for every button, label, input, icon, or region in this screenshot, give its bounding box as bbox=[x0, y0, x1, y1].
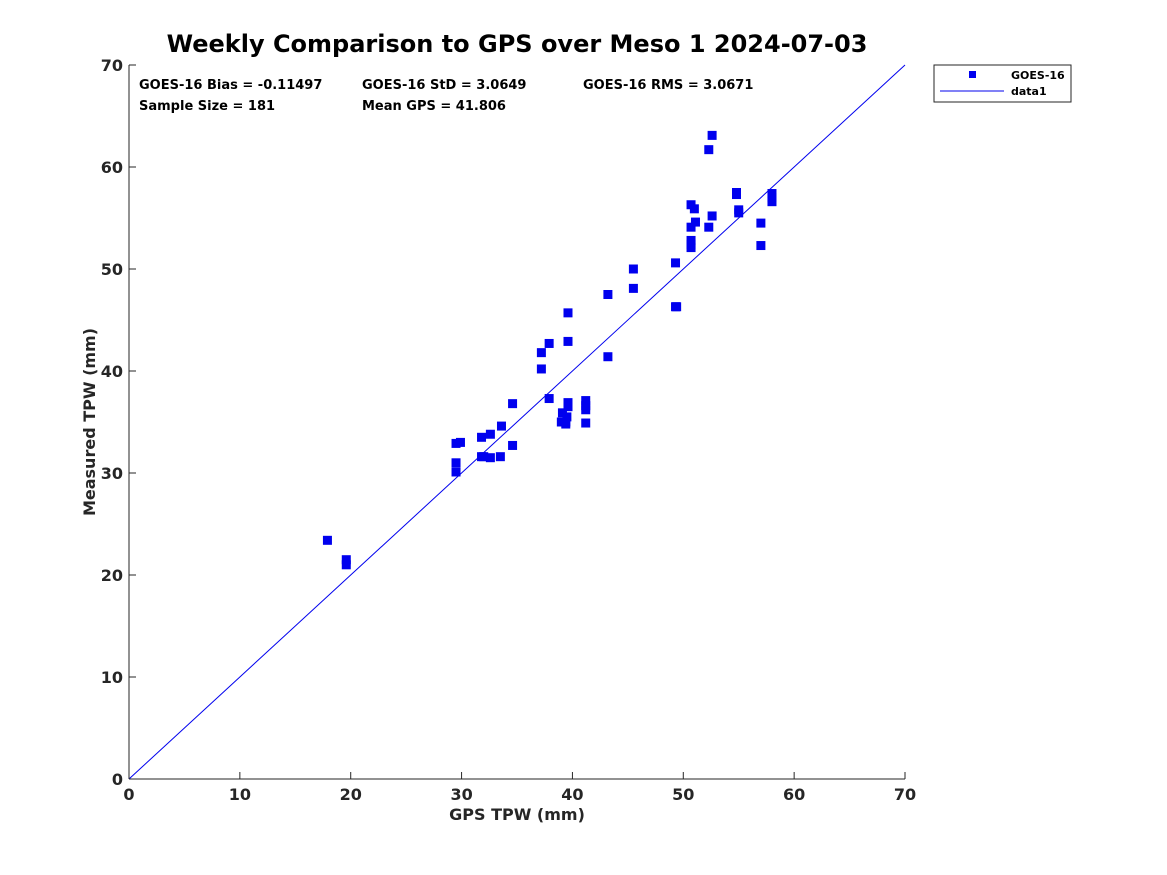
x-tick-label: 30 bbox=[450, 785, 472, 804]
chart-title: Weekly Comparison to GPS over Meso 1 202… bbox=[167, 30, 868, 58]
scatter-point bbox=[341, 555, 351, 565]
y-tick-label: 60 bbox=[101, 158, 123, 177]
scatter-point bbox=[485, 429, 495, 439]
scatter-point bbox=[477, 432, 487, 442]
scatter-point bbox=[508, 440, 518, 450]
scatter-point bbox=[603, 290, 613, 299]
scatter-point bbox=[603, 352, 613, 362]
scatter-point bbox=[508, 399, 518, 409]
y-tick-label: 10 bbox=[101, 668, 123, 687]
scatter-point bbox=[536, 348, 546, 358]
scatter-point bbox=[686, 243, 696, 253]
scatter-point bbox=[689, 204, 699, 214]
series-line-data1 bbox=[128, 64, 906, 780]
scatter-point bbox=[581, 396, 591, 406]
scatter-point bbox=[561, 419, 571, 429]
x-tick-label: 60 bbox=[783, 785, 805, 804]
scatter-point bbox=[671, 258, 681, 268]
legend-marker-goes16 bbox=[969, 71, 976, 78]
scatter-point bbox=[563, 308, 573, 318]
scatter-point bbox=[731, 190, 741, 200]
stats-annotations: GOES-16 Bias = -0.11497 GOES-16 StD = 3.… bbox=[139, 78, 753, 114]
scatter-point bbox=[756, 241, 766, 251]
x-tick-label: 10 bbox=[229, 785, 251, 804]
y-axis-label: Measured TPW (mm) bbox=[80, 328, 99, 516]
legend-label-data1: data1 bbox=[1011, 85, 1047, 98]
x-tick-label: 50 bbox=[672, 785, 694, 804]
scatter-point bbox=[734, 208, 744, 218]
scatter-point bbox=[581, 418, 591, 428]
legend-label-goes16: GOES-16 bbox=[1011, 69, 1065, 82]
scatter-point bbox=[581, 405, 591, 415]
scatter-point bbox=[767, 197, 777, 207]
scatter-point bbox=[704, 145, 714, 155]
y-tick-label: 70 bbox=[101, 56, 123, 75]
y-tick-label: 0 bbox=[112, 770, 123, 789]
scatter-point bbox=[496, 421, 506, 431]
scatter-point bbox=[479, 452, 489, 462]
axes-layer: 0 10 20 30 40 50 60 70 0 10 20 30 40 50 60 70 bbox=[101, 56, 916, 804]
scatter-point bbox=[544, 338, 554, 348]
scatter-point bbox=[322, 535, 332, 545]
legend: GOES-16 data1 bbox=[933, 64, 1072, 103]
x-axis-label: GPS TPW (mm) bbox=[449, 805, 585, 824]
y-tick-label: 30 bbox=[101, 464, 123, 483]
legend-box bbox=[933, 64, 1072, 103]
scatter-point bbox=[563, 402, 573, 412]
scatter-point bbox=[455, 437, 465, 447]
scatter-point bbox=[544, 394, 554, 404]
x-tick-label: 20 bbox=[340, 785, 362, 804]
scatter-point bbox=[707, 211, 717, 221]
scatter-point bbox=[341, 560, 351, 570]
scatter-point bbox=[628, 283, 638, 293]
scatter-point bbox=[686, 222, 696, 232]
stat-std: GOES-16 StD = 3.0649 bbox=[362, 78, 526, 93]
scatter-point bbox=[690, 217, 700, 227]
scatter-point bbox=[563, 336, 573, 346]
scatter-point bbox=[536, 364, 546, 374]
scatter-point bbox=[485, 453, 495, 463]
stat-sample-size: Sample Size = 181 bbox=[139, 99, 275, 114]
stat-bias: GOES-16 Bias = -0.11497 bbox=[139, 78, 322, 93]
scatter-point bbox=[628, 264, 638, 274]
stat-mean-gps: Mean GPS = 41.806 bbox=[362, 99, 506, 114]
scatter-point bbox=[562, 412, 572, 422]
y-tick-label: 20 bbox=[101, 566, 123, 585]
x-tick-label: 70 bbox=[894, 785, 916, 804]
scatter-point bbox=[451, 458, 461, 468]
scatter-point bbox=[707, 130, 717, 140]
scatter-point bbox=[756, 218, 766, 228]
x-tick-label: 40 bbox=[561, 785, 583, 804]
scatter-point bbox=[672, 302, 682, 312]
y-tick-label: 50 bbox=[101, 260, 123, 279]
scatter-point bbox=[704, 222, 714, 232]
stat-rms: GOES-16 RMS = 3.0671 bbox=[583, 78, 753, 93]
plot-area: 0 10 20 30 40 50 60 70 0 10 20 30 40 50 60 70 bbox=[101, 56, 916, 804]
x-tick-label: 0 bbox=[123, 785, 134, 804]
y-tick-label: 40 bbox=[101, 362, 123, 381]
scatter-point bbox=[495, 452, 505, 462]
scatter-point bbox=[451, 467, 461, 477]
series-layer bbox=[128, 64, 906, 780]
